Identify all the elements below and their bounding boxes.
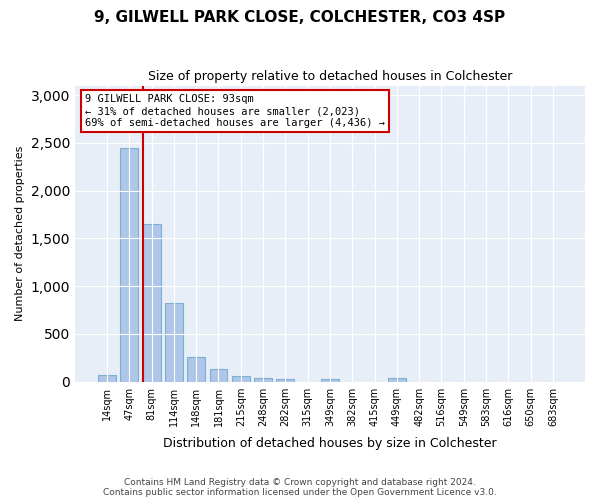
- Bar: [277, 379, 294, 382]
- Bar: [254, 378, 272, 382]
- Bar: [321, 379, 339, 382]
- Bar: [388, 378, 406, 382]
- Bar: [165, 304, 183, 382]
- Y-axis label: Number of detached properties: Number of detached properties: [15, 146, 25, 322]
- Bar: [143, 224, 161, 382]
- Title: Size of property relative to detached houses in Colchester: Size of property relative to detached ho…: [148, 70, 512, 83]
- Text: Contains HM Land Registry data © Crown copyright and database right 2024.
Contai: Contains HM Land Registry data © Crown c…: [103, 478, 497, 497]
- X-axis label: Distribution of detached houses by size in Colchester: Distribution of detached houses by size …: [163, 437, 497, 450]
- Bar: [209, 369, 227, 382]
- Text: 9, GILWELL PARK CLOSE, COLCHESTER, CO3 4SP: 9, GILWELL PARK CLOSE, COLCHESTER, CO3 4…: [94, 10, 506, 25]
- Text: 9 GILWELL PARK CLOSE: 93sqm
← 31% of detached houses are smaller (2,023)
69% of : 9 GILWELL PARK CLOSE: 93sqm ← 31% of det…: [85, 94, 385, 128]
- Bar: [187, 357, 205, 382]
- Bar: [98, 375, 116, 382]
- Bar: [232, 376, 250, 382]
- Bar: [121, 148, 138, 382]
